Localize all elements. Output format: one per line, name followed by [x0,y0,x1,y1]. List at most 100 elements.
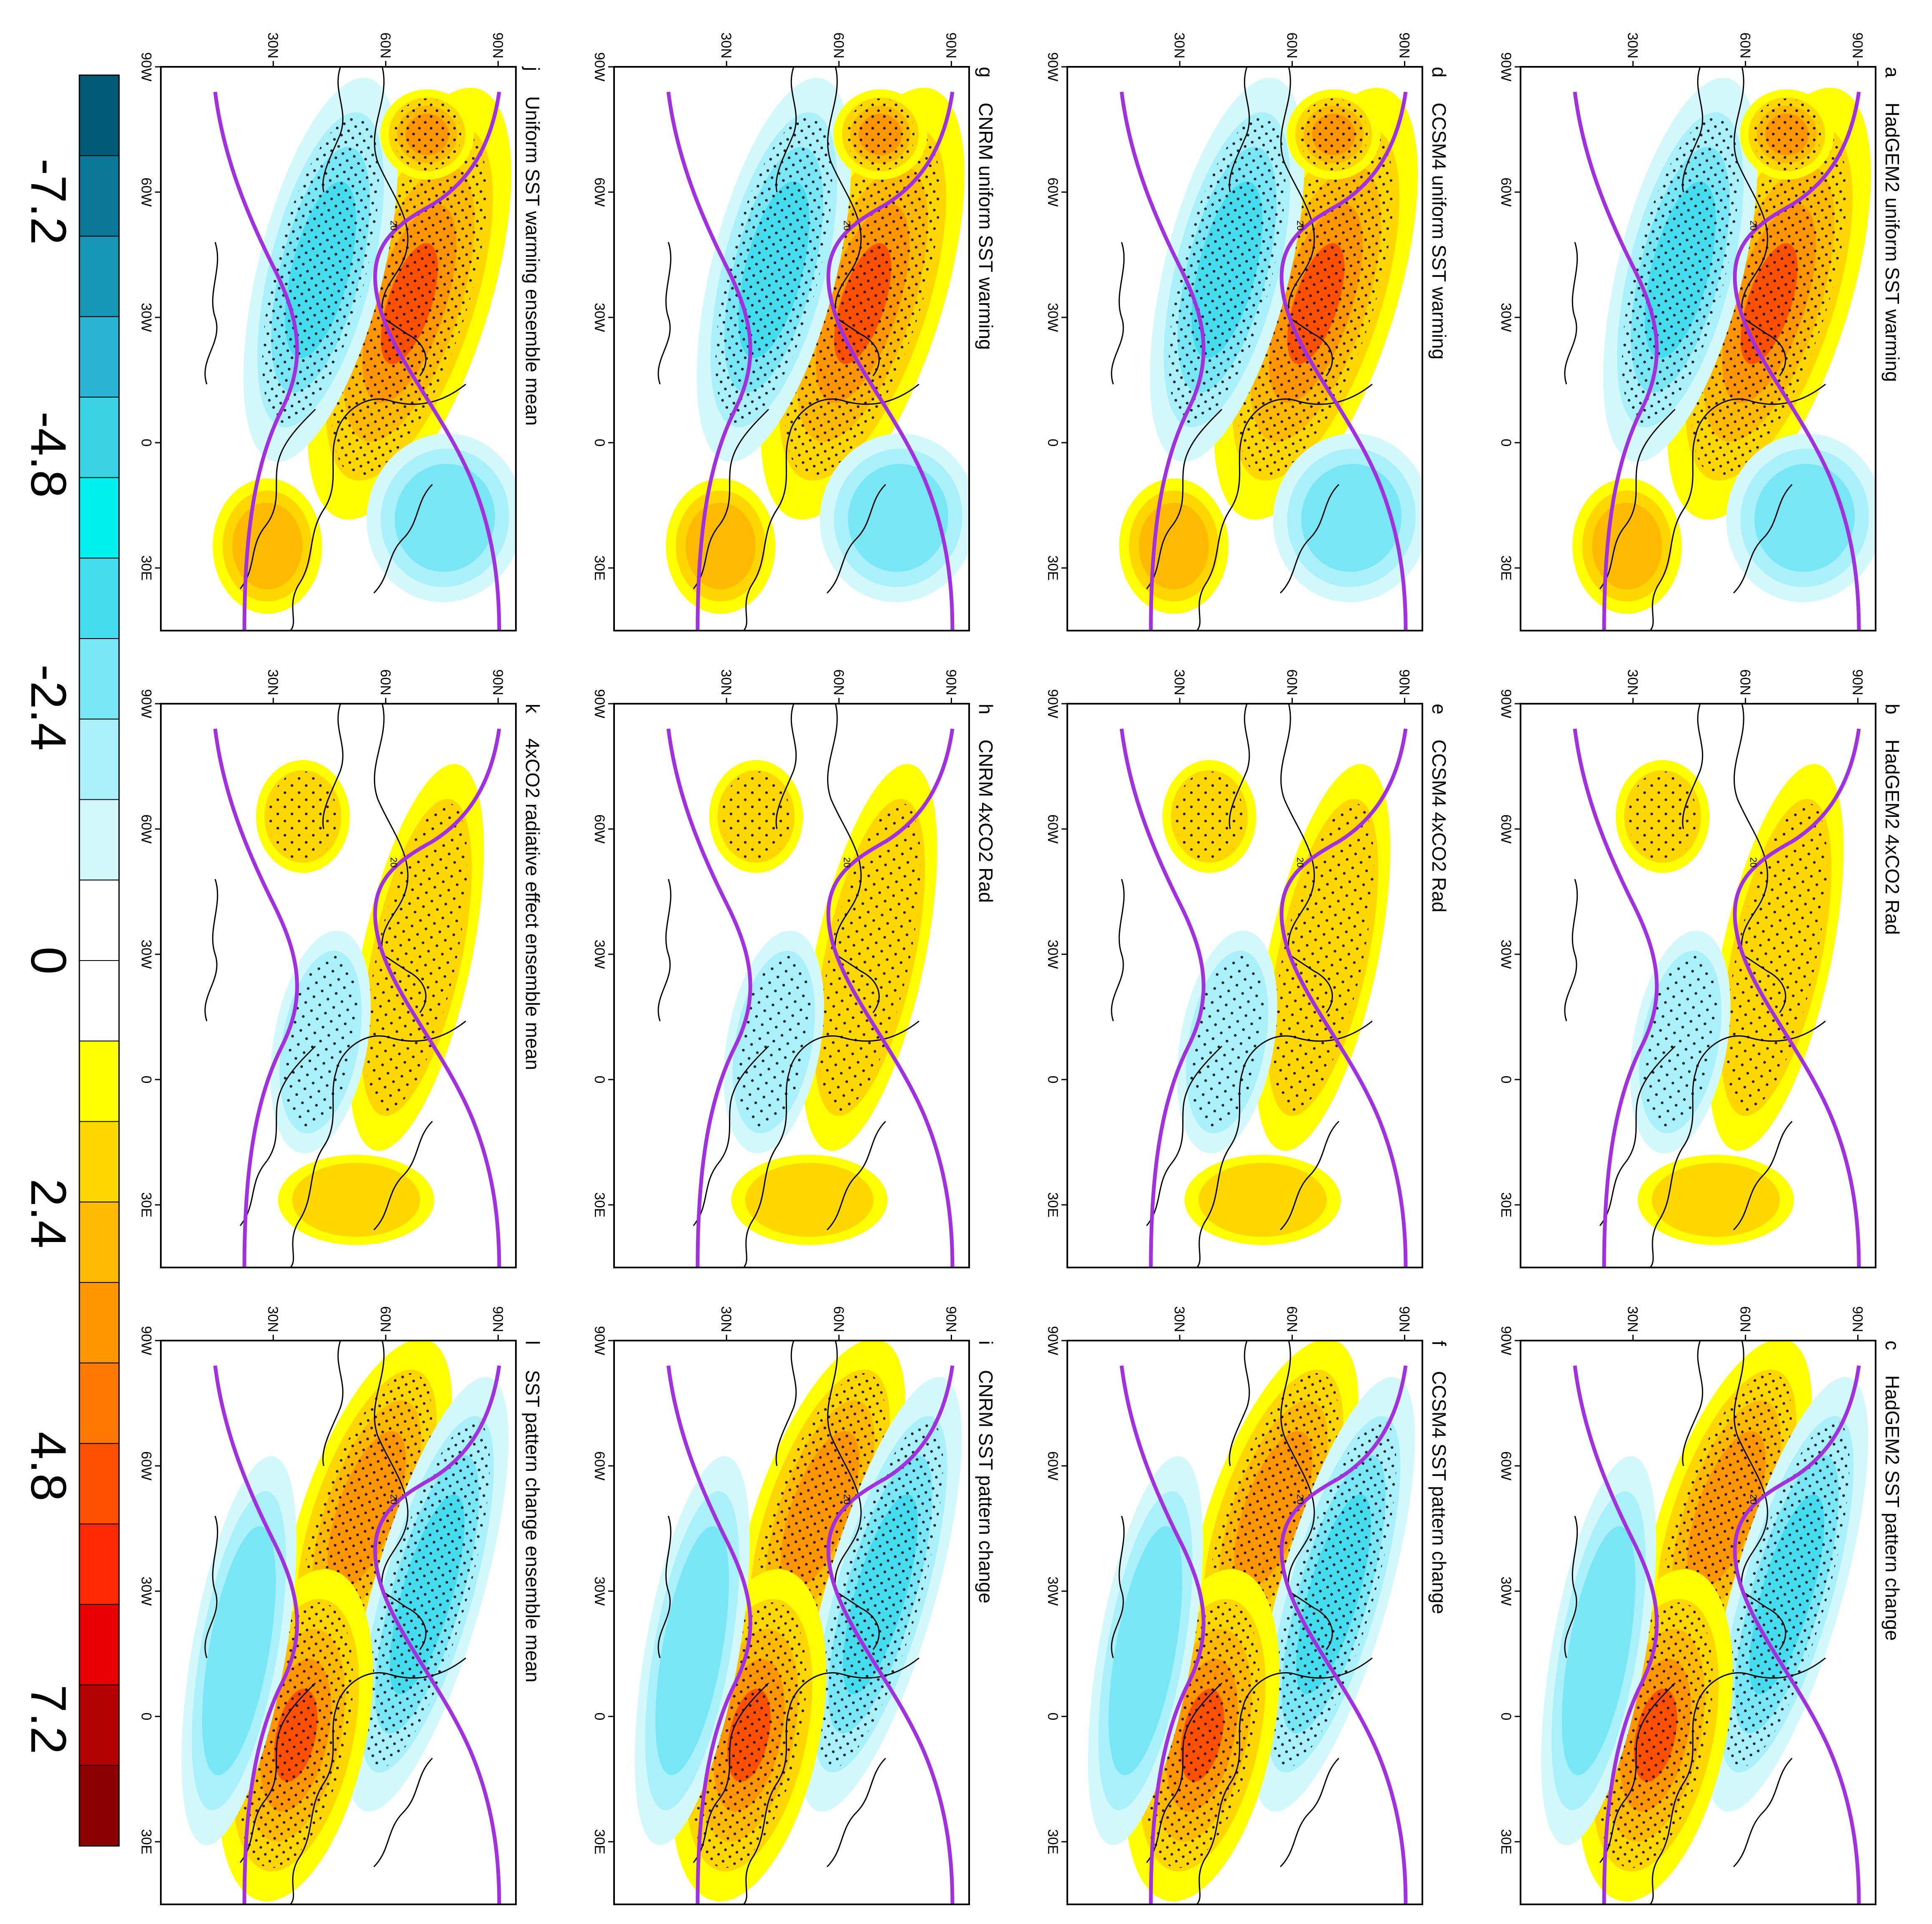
panel-letter: j [522,66,543,71]
lat-tick-label: 60N [1284,1306,1300,1332]
lon-tick-label: 60W [1045,177,1061,207]
contour-label: 20 [1748,221,1759,231]
colorbar-frame [79,74,120,1847]
colorbar-label: -2.4 [20,664,76,751]
significance-stippling [1272,803,1374,1112]
panel-title: f CCSM4 SST pattern change [1428,1341,1450,1614]
lat-tick-label: 30N [1171,1306,1187,1332]
coastline [1280,1120,1340,1231]
lon-tick-label: 0 [138,439,154,447]
coastline [1682,1341,1704,1466]
coastline [239,1045,316,1226]
lat-tick-label: 90N [943,669,959,695]
panel-title-text: CCSM4 4xCO2 Rad [1428,740,1450,913]
coastline [373,1757,433,1868]
coastline [1280,1757,1340,1868]
coastline [1111,1516,1125,1658]
lat-tick-label: 30N [718,669,734,695]
lon-tick-label: 30W [1498,1577,1514,1606]
map-frame [1520,703,1876,1268]
lon-tick-label: 90W [138,1326,154,1355]
coastline [827,67,880,376]
panel-title-text: CNRM 4xCO2 Rad [975,740,997,903]
lon-tick-label: 60W [592,814,607,844]
panel-k: 20 90W 60W 30W 0 30E 30N 60N 90N k 4xCO2 radiative… [138,669,543,1268]
lon-tick-label: 30E [138,1829,154,1855]
panel-b: 20 90W 60W 30W 0 30E 30N 60N 90N b HadGEM2 4xCO2 R… [1498,669,1903,1268]
panel-title: d CCSM4 uniform SST warming [1428,67,1450,360]
lat-tick-label: 60N [377,1306,393,1332]
significance-stippling [332,131,487,477]
contour-label: 20 [388,1494,399,1504]
lat-tick-label: 30N [265,33,281,58]
lat-tick-label: 30N [1171,669,1187,695]
map-field: 20 [1111,67,1422,631]
colorbar-swatch [79,1765,119,1847]
significance-stippling [364,1420,490,1768]
positive-anomaly-band [1198,1163,1327,1237]
map-field: 20 [658,704,955,1267]
map-field: 20 [204,67,516,631]
lat-tick-label: 90N [1396,1306,1412,1332]
coastline [322,1341,344,1466]
coastline [658,242,672,385]
panel-letter: i [975,1341,997,1345]
lon-tick-label: 30W [592,940,607,969]
lon-tick-label: 30W [1045,1577,1061,1606]
coastline [1734,704,1786,1013]
positive-anomaly-band [685,502,756,590]
coastline [693,1682,769,1863]
coastline [1146,408,1223,589]
colorbar-swatch [79,880,119,961]
lon-tick-label: 30E [1498,555,1514,581]
lat-tick-label: 60N [830,669,846,695]
coastline [1229,704,1250,829]
panel-g: 20 90W 60W 30W 0 30E 30N 60N 90N g CNRM uniform SS… [592,33,997,631]
panel-title: j Uniform SST warming ensemble mean [522,66,543,426]
panel-f: 20 90W 60W 30W 0 30E 30N 60N 90N f CCSM4 SST patte… [1045,1306,1450,1905]
positive-anomaly-band [1592,502,1662,590]
panel-title-text: SST pattern change ensemble mean [522,1370,543,1682]
lon-tick-label: 30W [592,1577,607,1606]
lon-tick-label: 0 [1045,439,1061,447]
lat-tick-label: 90N [490,1306,506,1332]
panel-letter: c [1881,1341,1903,1350]
lon-tick-label: 0 [592,439,607,447]
lat-tick-label: 90N [1850,1306,1866,1332]
map-frame [160,66,517,631]
coastline [775,1341,797,1466]
significance-stippling [269,771,337,862]
map-field: 20 [1111,704,1408,1267]
panel-title-text: Uniform SST warming ensemble mean [522,96,543,426]
negative-anomaly-band [202,1526,276,1775]
map-field: 20 [1541,1341,1869,1904]
significance-stippling [819,803,921,1112]
coastline [1599,1045,1676,1226]
map-frame [1520,66,1876,631]
map-frame [613,66,970,631]
panel-title: h CNRM 4xCO2 Rad [975,704,997,903]
lon-tick-label: 30E [592,1192,607,1218]
panel-title-text: CNRM SST pattern change [975,1370,997,1603]
jet-contour [1573,91,1861,631]
lon-tick-label: 30E [138,555,154,581]
negative-anomaly-band [1754,464,1855,572]
panel-c: 20 90W 60W 30W 0 30E 30N 60N 90N c HadGEM2 SST pat… [1498,1306,1903,1905]
lat-tick-label: 90N [1850,33,1866,58]
coastline [1280,704,1333,1013]
significance-stippling [1691,131,1847,477]
jet-contour [213,1365,501,1904]
jet-contour [1120,91,1408,631]
lat-tick-label: 60N [1284,669,1300,695]
map-field: 20 [181,1341,509,1904]
panel-letter: a [1881,67,1903,78]
lon-tick-label: 60W [592,177,607,207]
coastline [1682,704,1704,829]
lon-tick-label: 0 [1045,1076,1061,1084]
lon-tick-label: 0 [1498,1713,1514,1721]
contour-label: 20 [388,857,399,867]
lon-tick-label: 60W [1045,814,1061,844]
jet-contour [666,1365,955,1904]
lat-tick-label: 90N [943,1306,959,1332]
significance-stippling [1168,116,1286,423]
